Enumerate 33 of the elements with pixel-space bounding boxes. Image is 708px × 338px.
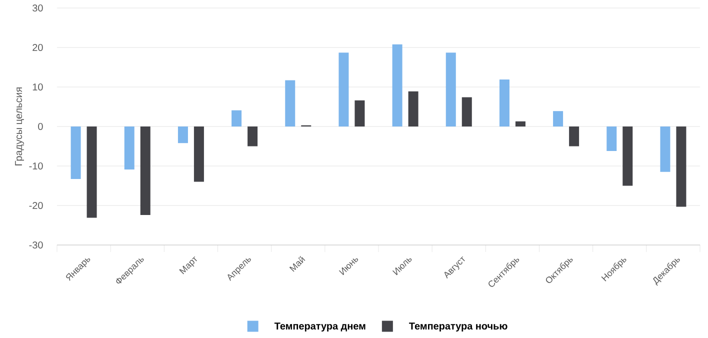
bar (408, 91, 418, 127)
bar (569, 126, 580, 146)
bar (86, 126, 97, 218)
y-tick-label: 10 (32, 83, 43, 91)
bar (606, 126, 617, 151)
bar (660, 126, 670, 172)
legend-label: Температура днем (274, 322, 366, 332)
bar (338, 52, 349, 127)
y-tick-label: -20 (29, 202, 43, 210)
bar (515, 121, 526, 127)
y-tick-label: -10 (29, 162, 43, 170)
y-axis-title: Градусы цельсия (15, 88, 24, 166)
bar (446, 52, 456, 127)
bar (676, 126, 686, 207)
bar (194, 126, 204, 182)
bar (553, 111, 564, 127)
bar (178, 126, 188, 144)
bar (248, 126, 258, 146)
y-tick-label: 0 (38, 122, 43, 130)
y-tick-label: 30 (32, 4, 43, 12)
bar (124, 126, 134, 170)
y-tick-label: 20 (32, 44, 43, 52)
bar (285, 80, 296, 127)
bar (392, 44, 402, 127)
bar (462, 97, 472, 127)
bar (232, 110, 242, 127)
y-tick-label: -30 (29, 241, 43, 249)
bar (70, 126, 81, 180)
legend-label: Температура ночью (409, 322, 508, 332)
bar (499, 79, 510, 127)
bar (354, 100, 365, 127)
bar (140, 126, 150, 215)
bar (622, 126, 633, 186)
